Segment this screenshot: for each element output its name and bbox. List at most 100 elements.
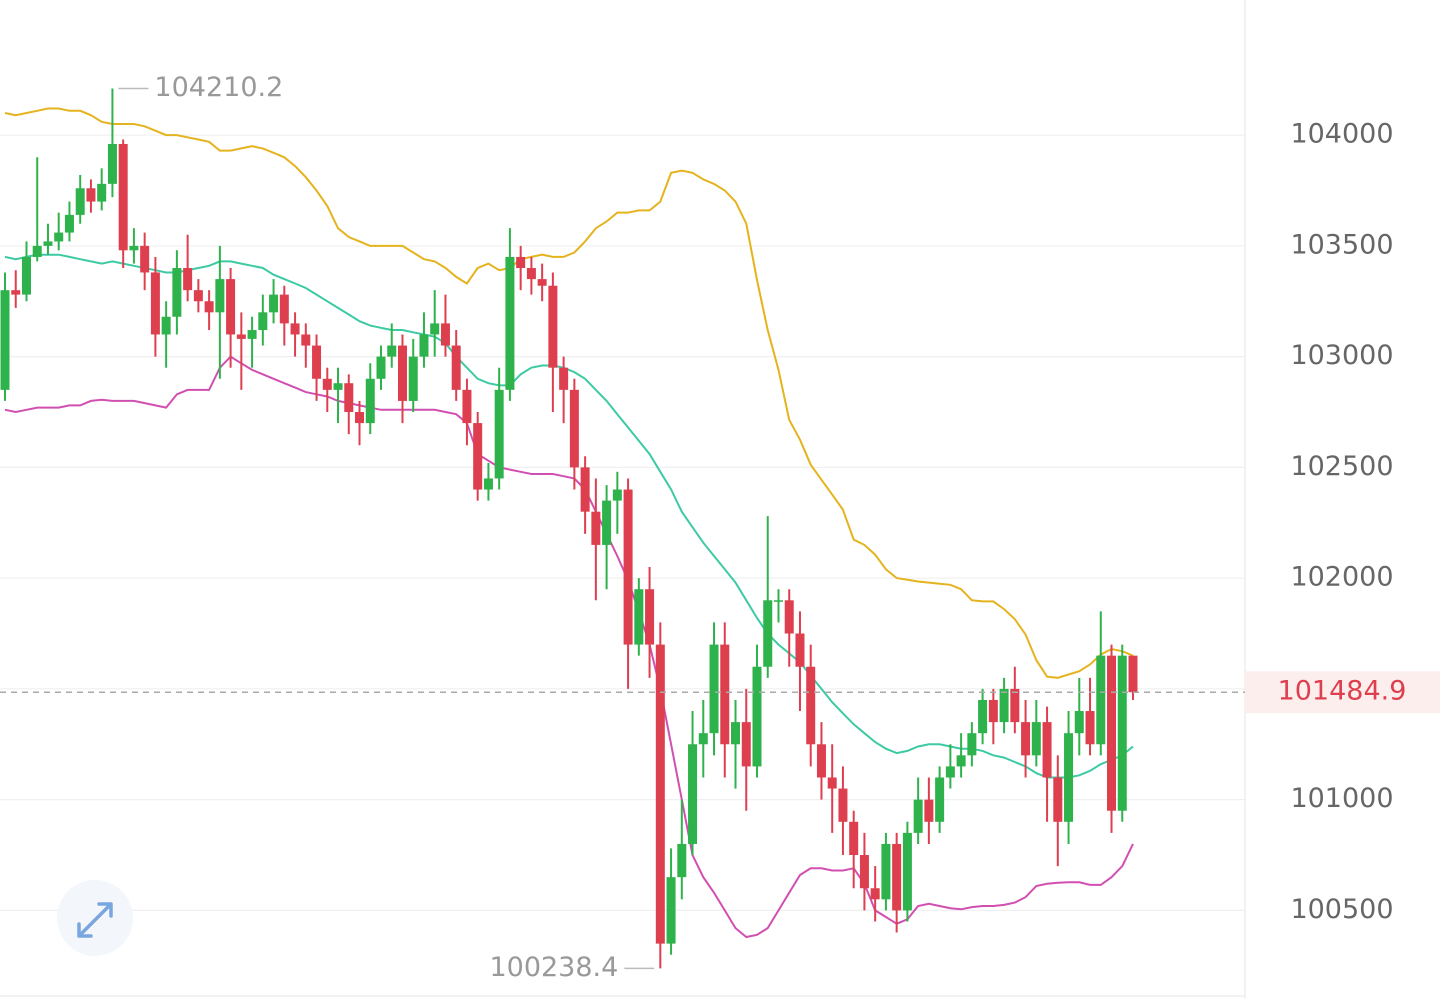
max-label: 104210.2 [154, 72, 283, 103]
candle-body [913, 799, 923, 833]
candle-body [892, 843, 902, 911]
candle-body [526, 268, 536, 280]
candle-body [0, 290, 10, 390]
candle-body [333, 383, 343, 390]
candle-body [838, 788, 848, 822]
candle-body [956, 755, 966, 767]
candle-body [290, 323, 300, 335]
candle-body [1031, 722, 1041, 756]
candle-body [1042, 722, 1052, 778]
candle-body [827, 777, 837, 789]
candle-body [978, 699, 988, 734]
candle-body [677, 843, 687, 878]
candle-body [569, 389, 579, 468]
candle-body [548, 285, 558, 368]
y-tick-label: 103500 [1290, 229, 1393, 260]
candle-body [54, 232, 64, 242]
candle-body [537, 279, 547, 286]
candle-body [881, 843, 891, 900]
candle-body [322, 378, 332, 390]
candle-body [806, 666, 816, 745]
candle-body [795, 633, 805, 667]
candle-body [1117, 655, 1127, 811]
band-line [4, 107, 1134, 679]
candle-body [75, 188, 85, 215]
candle-body [516, 256, 526, 269]
candle-body [849, 821, 859, 856]
candle-body [387, 345, 397, 357]
last-price-tag [1245, 671, 1440, 714]
candle-body [494, 389, 504, 479]
expand-button[interactable] [57, 880, 133, 956]
candle-body [1107, 655, 1117, 811]
candle-body [859, 855, 869, 889]
candle-body [451, 345, 461, 390]
candle-body [1074, 711, 1084, 734]
candle-body [43, 241, 53, 246]
candle-body [1021, 722, 1031, 756]
candle-body [236, 334, 246, 339]
candle-body [21, 256, 31, 295]
candle-body [247, 330, 257, 339]
candle-body [473, 423, 483, 490]
candle-body [118, 143, 128, 251]
candle-body [408, 356, 418, 401]
y-tick-label: 102500 [1290, 451, 1393, 482]
candle-body [763, 600, 773, 667]
candle-body [226, 279, 236, 335]
candle-body [505, 256, 515, 390]
candle-body [698, 733, 708, 745]
candle-body [1064, 733, 1074, 822]
candle-body [602, 500, 612, 545]
candle-body [1128, 655, 1138, 693]
candle-body [279, 294, 289, 324]
candle-body [32, 245, 42, 257]
candle-body [397, 345, 407, 401]
y-tick-label: 103000 [1290, 340, 1393, 371]
candle-body [1010, 688, 1020, 723]
candle-body [355, 412, 365, 424]
candle-body [935, 777, 945, 822]
candle-body [559, 367, 569, 390]
y-tick-label: 101000 [1290, 783, 1393, 814]
candle-body [924, 799, 934, 822]
candle-body [634, 589, 644, 645]
candle-body [161, 316, 171, 335]
candle-body [752, 666, 762, 767]
candle-body [816, 744, 826, 778]
candle-body [784, 600, 794, 634]
candle-body [97, 183, 107, 202]
last-price-label: 101484.9 [1278, 676, 1407, 707]
candle-body [870, 888, 880, 900]
candle-body [720, 644, 730, 745]
candle-body [365, 378, 375, 424]
candle-body [269, 294, 279, 313]
candle-body [258, 312, 268, 331]
candle-body [430, 323, 440, 335]
candle-body [440, 323, 450, 346]
candle-body [988, 699, 998, 723]
candle-body [1085, 711, 1095, 745]
candle-body [967, 733, 977, 756]
candle-body [709, 644, 719, 734]
candle-body [731, 722, 741, 745]
bands [4, 107, 1134, 939]
band-line [4, 253, 1134, 779]
candle-body [999, 688, 1009, 723]
candle-body [215, 279, 225, 313]
candle-body [462, 389, 472, 424]
candle-body [172, 268, 182, 317]
candle-body [204, 301, 214, 313]
candle-body [301, 334, 311, 346]
candle-body [645, 589, 655, 645]
candle-body [612, 489, 622, 501]
band-line [4, 355, 1134, 939]
candle-body [902, 832, 912, 911]
candle-body [623, 489, 633, 645]
candle-body [129, 245, 139, 251]
candle-body [376, 356, 386, 379]
candle-body [344, 383, 354, 413]
overlay: 104210.2 100238.4 101484.9 [0, 72, 1440, 983]
candle-body [107, 143, 117, 184]
